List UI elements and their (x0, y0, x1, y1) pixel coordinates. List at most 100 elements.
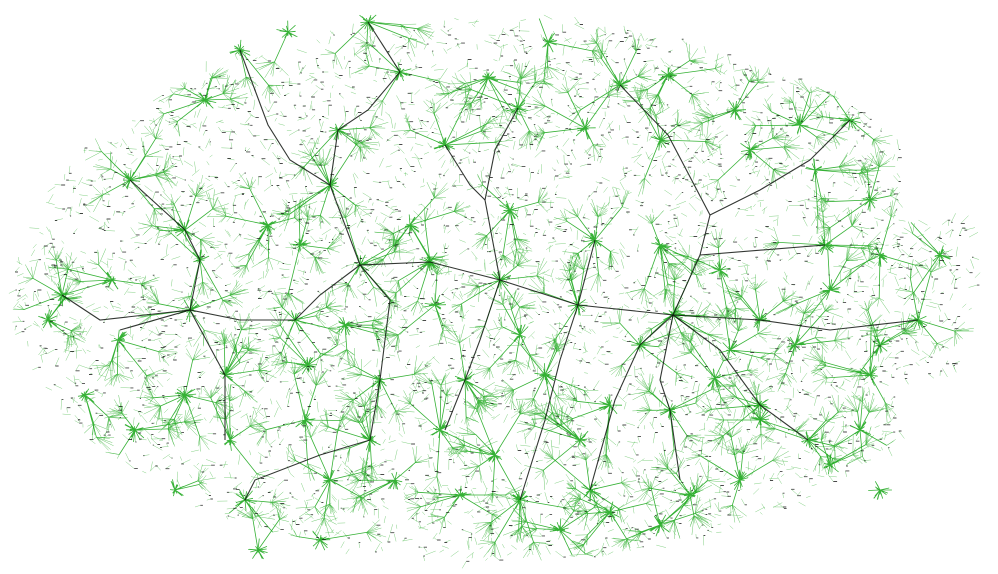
hub-spoke-bundle (700, 437, 773, 506)
hub-spoke-bundle (482, 184, 539, 255)
leaf-edge-bundle (568, 27, 657, 126)
leaf-edge-bundle (255, 61, 289, 78)
leaf-edge-bundle (379, 256, 459, 353)
hub-spoke-bundle (552, 458, 622, 512)
hub-spoke-bundle (296, 530, 367, 551)
backbone-edge (519, 304, 579, 501)
backbone-edge (129, 179, 201, 311)
hub-spoke-bundle (369, 45, 439, 102)
hub-spoke-bundle (774, 411, 839, 459)
backbone-edge (119, 264, 361, 331)
leaf-edge-bundle (214, 313, 277, 408)
hub-spoke-bundle (702, 81, 759, 124)
leaf-edge-bundle (707, 375, 815, 441)
hub-spoke-bundle (101, 138, 164, 209)
leaf-edge-layer (8, 14, 981, 569)
leaf-edge-bundle (553, 188, 630, 293)
leaf-edge-bundle (320, 23, 434, 70)
hub-spoke-bundle (513, 344, 585, 413)
leaf-edge-bundle (472, 285, 545, 380)
hub-spoke-bundle (471, 78, 536, 131)
backbone-edge (589, 314, 674, 491)
leaf-edge-bundle (622, 82, 722, 197)
hub-spoke-bundle (248, 518, 280, 560)
leaf-edge-bundle (629, 42, 726, 126)
backbone-edge (484, 107, 519, 281)
backbone-edge (699, 244, 826, 256)
node-label-marks (15, 24, 980, 562)
leaf-edge-bundle (85, 122, 177, 225)
hub-spoke-bundle (755, 92, 834, 138)
hub-spoke-bundle (281, 306, 329, 354)
backbone-edge (672, 314, 919, 331)
leaf-edge-bundle (701, 119, 804, 193)
hub-spoke-bundle (295, 431, 362, 518)
leaf-edge-bundle (236, 499, 289, 522)
hub-spoke-bundle (23, 260, 106, 310)
hub-spoke-bundle (287, 208, 328, 294)
hub-spoke-bundle (723, 385, 797, 432)
hub-spoke-bundle (153, 360, 216, 437)
leaf-edge-bundle (206, 173, 313, 278)
hub-spoke-bundle (638, 101, 706, 179)
hub-spoke-bundle (821, 439, 866, 475)
leaf-edge-bundle (707, 303, 791, 371)
leaf-edge-bundle (473, 495, 584, 561)
hub-spoke-bundle (822, 324, 887, 404)
hub-spoke-bundle (164, 77, 231, 122)
leaf-edge-bundle (563, 477, 660, 557)
leaf-edge-bundle (84, 413, 128, 451)
hub-spoke-bundle (525, 507, 595, 556)
hub-spoke-bundle (448, 71, 518, 112)
leaf-edge-bundle (442, 324, 503, 435)
hub-spoke-bundle (572, 394, 623, 455)
leaf-edge-bundle (264, 290, 344, 372)
leaf-edge-bundle (723, 274, 801, 308)
backbone-edge (367, 21, 401, 73)
leaf-edge-bundle (197, 464, 216, 494)
leaf-edge-bundle (318, 382, 387, 490)
hub-spoke-bundle (489, 304, 531, 369)
hub-spoke-bundle (461, 265, 537, 327)
leaf-edge-bundle (334, 347, 431, 426)
backbone-edge (189, 309, 226, 440)
hub-spoke-bundle (38, 298, 72, 336)
leaf-edge-bundle (686, 64, 775, 139)
leaf-edge-bundle (334, 310, 398, 369)
hub-spoke-bundle (229, 39, 269, 86)
hub-spoke-bundle (834, 401, 887, 457)
backbone-edge (244, 264, 391, 501)
backbone-edge (659, 314, 681, 481)
leaf-edge-bundle (288, 112, 389, 185)
hub-spoke-bundle (382, 197, 455, 260)
leaf-edge-bundle (248, 358, 354, 481)
hub-spoke-bundle (152, 196, 213, 242)
backbone-edge-layer (61, 21, 919, 501)
leaf-edge-bundle (466, 170, 555, 269)
hub-spoke-bundle (303, 122, 370, 167)
leaf-edge-bundle (366, 181, 472, 275)
leaf-edge-bundle (528, 251, 589, 356)
leaf-edge-bundle (625, 210, 714, 308)
leaf-edge-bundle (805, 86, 893, 158)
backbone-edge (239, 49, 674, 316)
backbone-edge (672, 314, 809, 441)
leaf-edge-bundle (611, 473, 713, 552)
leaf-edge-bundle (895, 221, 923, 306)
hub-spoke-bundle (785, 310, 835, 374)
leaf-edge-bundle (766, 295, 854, 392)
backbone-edge (444, 144, 486, 201)
hub-spoke-bundle (643, 223, 697, 290)
hub-spoke-bundle (544, 92, 609, 145)
leaf-edge-bundle (350, 30, 453, 118)
hub-spoke-bundle (822, 95, 874, 140)
hub-spoke-bundle (454, 342, 484, 417)
hub-spoke-bundle (464, 408, 521, 496)
hub-spoke-bundle (225, 188, 295, 266)
hub-spoke-bundle (266, 374, 341, 464)
hub-spoke-bundle (689, 341, 748, 407)
hub-spoke-bundle (910, 222, 951, 293)
hub-spoke-bundle (418, 485, 506, 518)
hub-spoke-bundle (647, 60, 716, 109)
